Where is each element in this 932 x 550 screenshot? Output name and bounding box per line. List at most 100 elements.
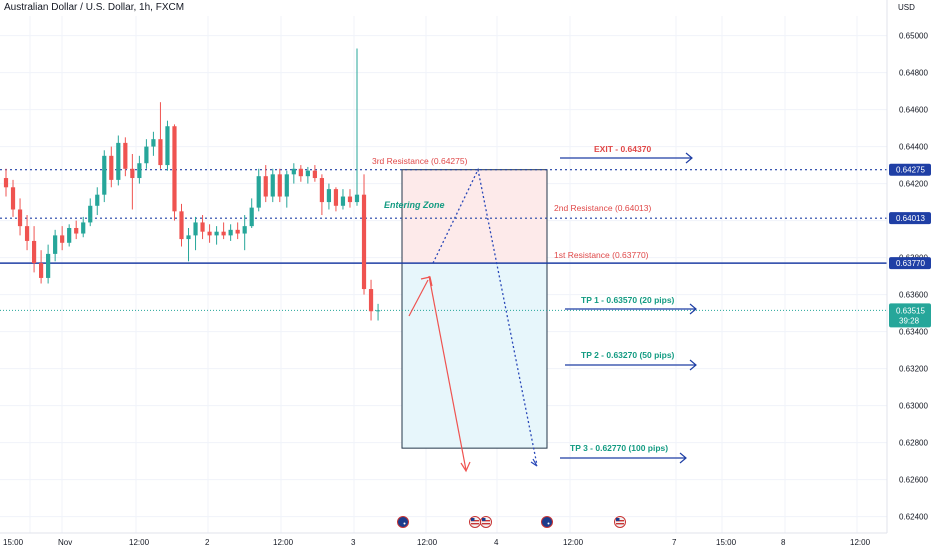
event-flag-stripe [616, 520, 624, 522]
resistance-3-label: 3rd Resistance (0.64275) [372, 156, 468, 166]
level-badge-label: 0.63770 [896, 259, 925, 268]
red-arrowhead-down [460, 461, 471, 473]
price-tick-label: 0.64800 [899, 69, 928, 78]
event-flag-stripe [471, 520, 479, 522]
resistance-2-label: 2nd Resistance (0.64013) [554, 203, 652, 213]
candle-body [270, 174, 275, 197]
time-tick-label: 12:00 [273, 538, 294, 547]
event-flag-star [547, 522, 550, 525]
candle-body [326, 189, 332, 203]
candle-body [214, 231, 219, 236]
price-tick-label: 0.63200 [899, 365, 928, 374]
candle-body [74, 227, 79, 234]
candle-body [130, 168, 135, 179]
candle-body [116, 142, 121, 180]
candle-body [228, 229, 233, 236]
time-tick-label: Nov [58, 538, 72, 547]
candle-body [235, 229, 240, 234]
price-tick-label: 0.62800 [899, 439, 928, 448]
zone-border [401, 169, 548, 449]
red-arrowhead-up [420, 276, 433, 287]
time-tick-label: 15:00 [3, 538, 24, 547]
candle-body [333, 189, 339, 206]
candle-body [368, 289, 374, 312]
time-tick-label: 4 [494, 538, 499, 547]
candle-body [361, 194, 367, 290]
countdown-label: 39:28 [899, 316, 920, 325]
candle-body [53, 235, 58, 254]
price-tick-label: 0.64200 [899, 180, 928, 189]
event-flag-stripe [616, 523, 624, 525]
candle-body [10, 187, 16, 210]
candle-body [319, 178, 324, 203]
time-tick-label: 3 [351, 538, 356, 547]
price-tick-label: 0.65000 [899, 32, 928, 41]
price-tick-label: 0.63600 [899, 291, 928, 300]
price-tick-label: 0.64400 [899, 143, 928, 152]
tp3-label: TP 3 - 0.62770 (100 pips) [570, 443, 668, 453]
time-tick-label: 12:00 [563, 538, 584, 547]
event-flag-canton [616, 518, 620, 521]
resistance-1-label: 1st Resistance (0.63770) [554, 250, 649, 260]
candle-body [39, 263, 44, 278]
candle-body [158, 139, 163, 166]
target-zone-box [402, 263, 547, 449]
currency-label: USD [898, 3, 915, 12]
tp2-label: TP 2 - 0.63270 (50 pips) [581, 350, 675, 360]
event-flag-canton [482, 518, 486, 521]
tp1-arrow-head [689, 303, 697, 315]
time-tick-label: 12:00 [850, 538, 871, 547]
candle-body [137, 163, 142, 179]
candle-body [263, 176, 268, 197]
candle-body [284, 174, 289, 197]
event-flag-star [403, 522, 406, 525]
event-flag-icon [541, 516, 553, 528]
tp2-arrow-head [689, 359, 697, 371]
candle-body [102, 155, 107, 195]
time-tick-label: 12:00 [129, 538, 150, 547]
candle-body [60, 235, 65, 243]
candle-body [46, 253, 51, 278]
candle-body [375, 310, 381, 312]
event-flag-stripe [482, 520, 490, 522]
candle-body [95, 194, 100, 206]
candle-body [207, 231, 212, 236]
candle-body [17, 209, 23, 227]
time-tick-label: 8 [781, 538, 786, 547]
price-tick-label: 0.62600 [899, 476, 928, 485]
candle-body [249, 207, 254, 227]
candle-body [291, 168, 296, 175]
candle-body [3, 178, 9, 188]
candle-body [186, 235, 191, 240]
level-badge-label: 0.64013 [896, 214, 925, 223]
projection-arrowhead-dotted [530, 458, 538, 467]
candle-body [354, 194, 360, 203]
event-flag-icon [397, 516, 409, 528]
candle-body [88, 205, 93, 223]
level-badge-1 [889, 163, 931, 176]
level-badge-3 [889, 257, 931, 270]
entering-zone-label: Entering Zone [384, 200, 445, 210]
candle-body [193, 222, 198, 236]
candle-body [24, 226, 30, 241]
chart-title: Australian Dollar / U.S. Dollar, 1h, FXC… [4, 2, 185, 13]
candle-body [256, 176, 261, 208]
candle-body [298, 168, 303, 177]
time-tick-label: 12:00 [417, 538, 438, 547]
price-tick-label: 0.62400 [899, 513, 928, 522]
tp1-label: TP 1 - 0.63570 (20 pips) [581, 295, 675, 305]
red-arrow-down [428, 275, 467, 471]
event-flag-stripe [482, 523, 490, 525]
red-arrow-segment [408, 279, 429, 317]
candle-body [109, 155, 114, 180]
time-tick-label: 15:00 [716, 538, 737, 547]
price-tick-label: 0.63000 [899, 402, 928, 411]
time-tick-label: 7 [672, 538, 677, 547]
candle-body [312, 170, 317, 179]
candle-body [340, 196, 346, 206]
last-price-label: 0.63515 [896, 306, 925, 315]
event-flag-canton [471, 518, 475, 521]
candle-body [151, 139, 156, 147]
level-badge-label: 0.64275 [896, 166, 925, 175]
